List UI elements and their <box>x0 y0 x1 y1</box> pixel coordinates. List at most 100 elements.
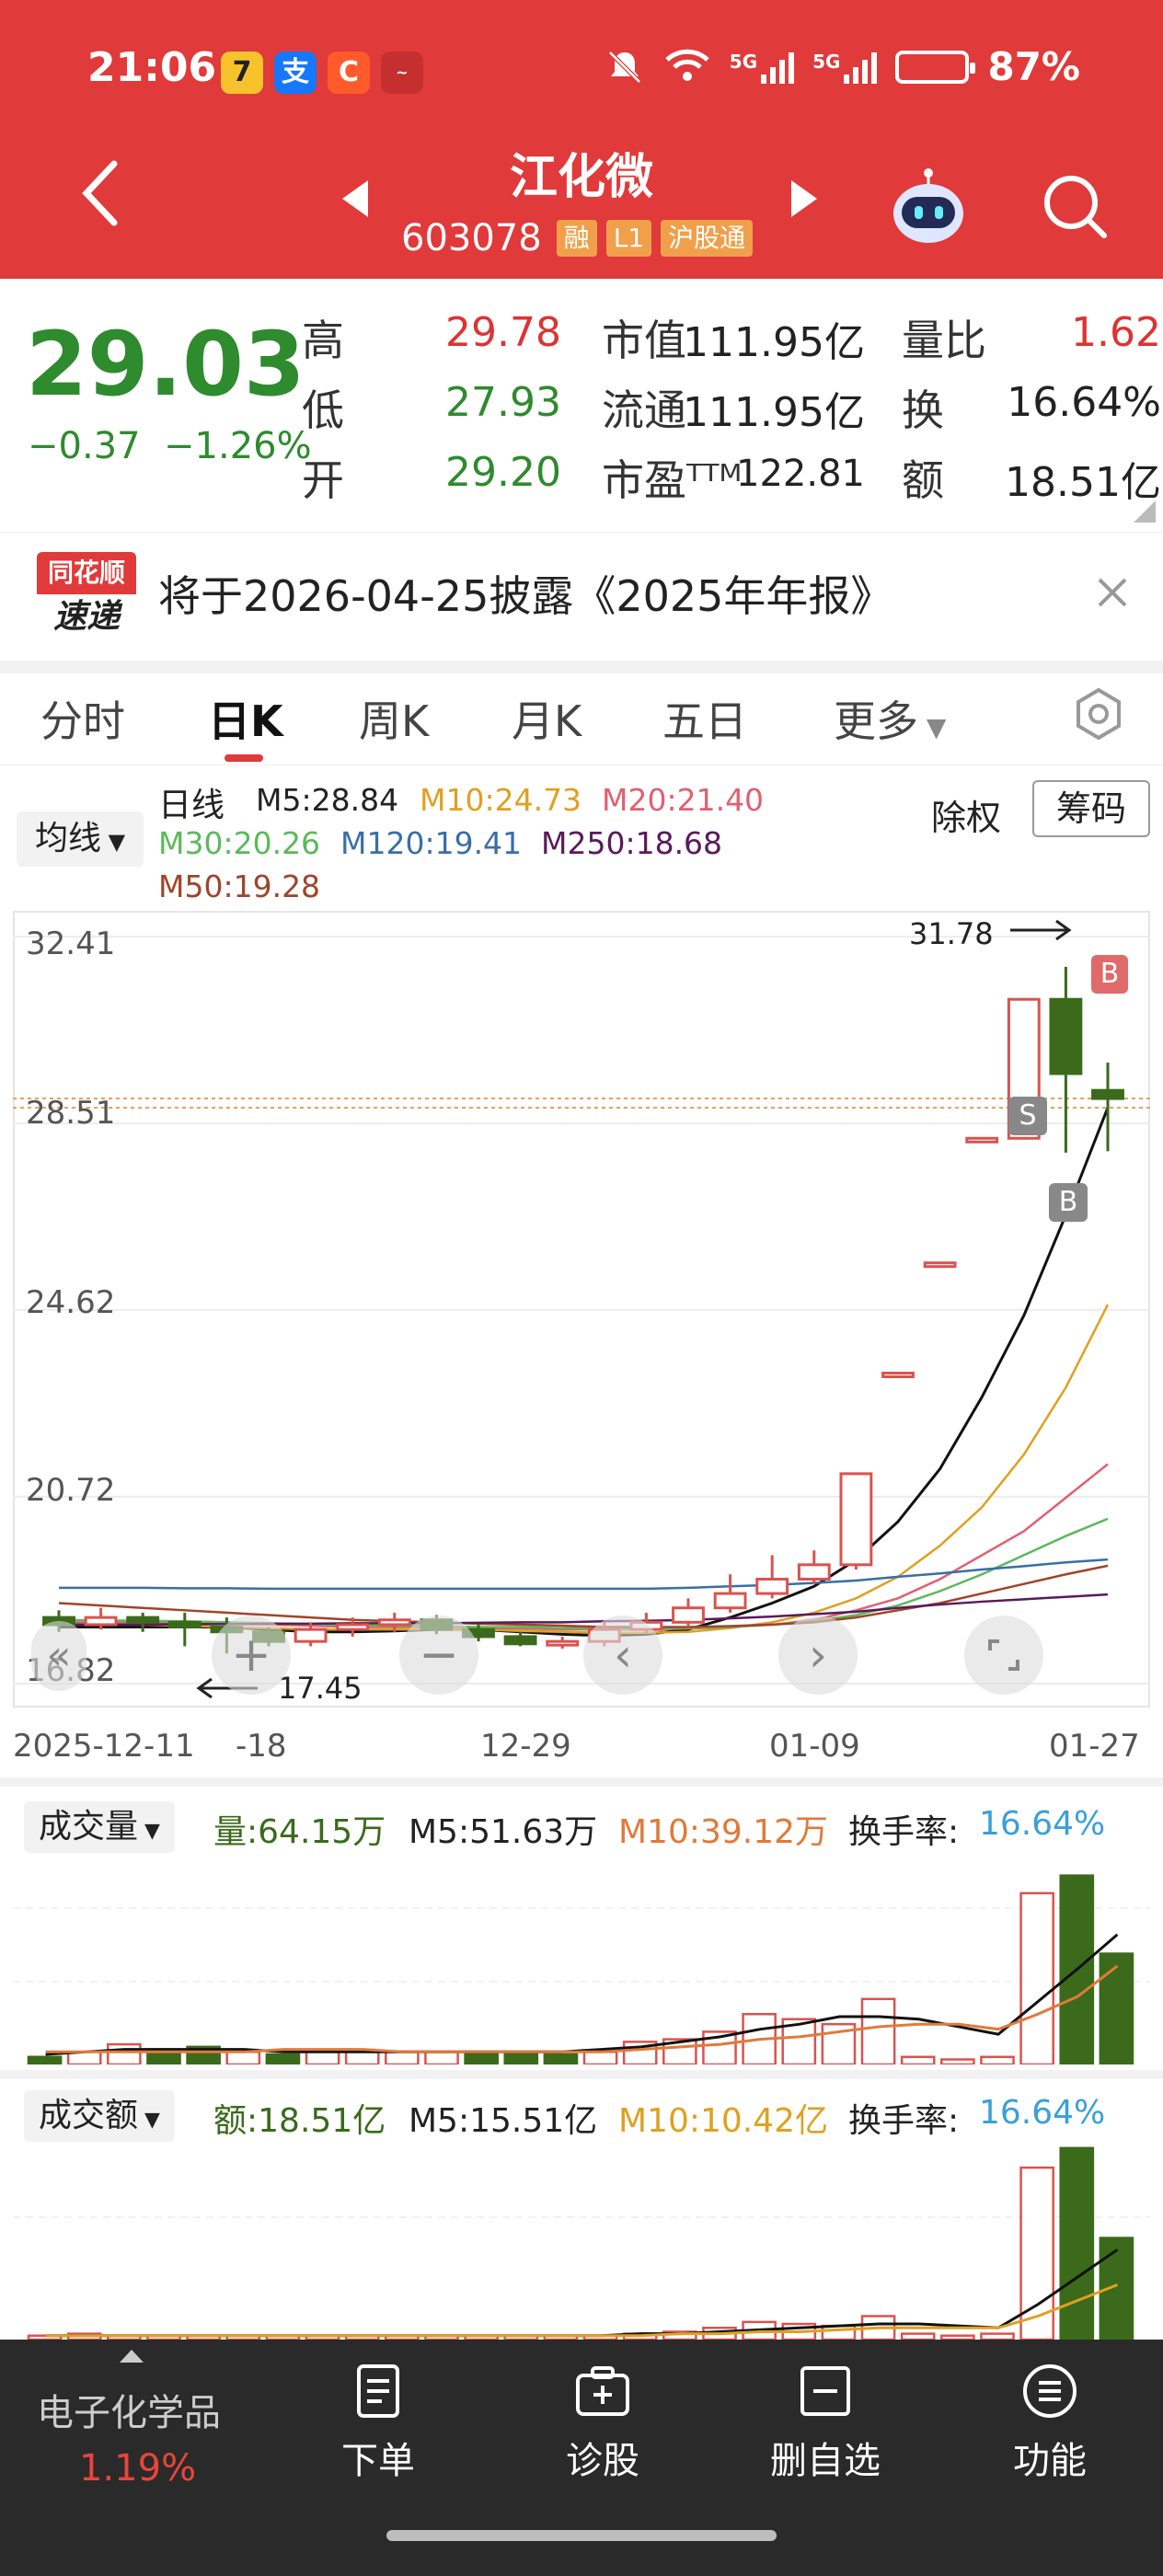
expand-up-icon[interactable] <box>118 2348 145 2364</box>
candle-body <box>294 1627 328 1643</box>
ma-line-ma10 <box>45 2283 1118 2338</box>
volume-m10: M10:39.12万 <box>618 1813 829 1851</box>
sell-marker: S <box>1008 1097 1047 1135</box>
diagnose-button[interactable]: 诊股 <box>534 2363 672 2484</box>
ma-m50: M50:19.28 <box>158 868 321 904</box>
quote-open: 29.20 <box>445 449 561 496</box>
home-indicator[interactable] <box>386 2530 777 2541</box>
volume-chart[interactable] <box>13 1862 1150 2064</box>
ex-rights-button[interactable]: 除权 <box>931 798 1002 838</box>
alipay-icon: 支 <box>274 52 317 94</box>
notice-bar[interactable] <box>0 532 1163 661</box>
menu-icon <box>1023 2364 1077 2418</box>
zoom-in-icon[interactable]: + <box>212 1616 291 1695</box>
x-tick-2: -18 <box>236 1728 287 1765</box>
bar <box>225 2051 261 2064</box>
zoom-out-icon[interactable]: − <box>399 1616 478 1695</box>
volume-value: 量:64.15万 <box>213 1813 386 1851</box>
signal-icon-2: 5G <box>812 51 878 84</box>
settings-icon[interactable] <box>1071 686 1126 742</box>
volume-selector[interactable]: 成交量 ▼ <box>24 1801 175 1853</box>
ma-line-m50 <box>58 1564 1109 1628</box>
pan-left-icon[interactable]: ‹ <box>583 1616 662 1695</box>
buy-marker-1: B <box>1049 1183 1088 1222</box>
bar <box>1099 2237 1134 2340</box>
quote-label-pe: 市盈ᵀᵀᴹ <box>602 455 743 505</box>
tab-daily-k[interactable]: 日K <box>208 696 283 746</box>
bar <box>503 2051 539 2064</box>
candle-body <box>1091 1088 1124 1100</box>
ma-period: 日线 <box>158 787 225 824</box>
period-tabs <box>0 672 1163 765</box>
amount-chart[interactable] <box>13 2134 1150 2340</box>
robot-assistant-icon[interactable] <box>887 166 970 248</box>
remove-icon <box>800 2366 850 2416</box>
notice-text[interactable]: 将于2026-04-25披露《2025年年报》 <box>158 571 893 621</box>
bar <box>385 2051 420 2064</box>
amount-value: 额:18.51亿 <box>213 2102 386 2140</box>
candle-body <box>503 1635 537 1646</box>
kline-ma-lines <box>58 1107 1110 1638</box>
rewind-icon[interactable]: « <box>31 1621 86 1691</box>
amount-selector[interactable]: 成交额 ▼ <box>24 2090 175 2142</box>
tab-monthly-k[interactable]: 月K <box>512 696 582 746</box>
status-right: 5G 5G 87% <box>605 44 1080 89</box>
battery-level: 87% <box>987 44 1080 89</box>
order-button[interactable]: 下单 <box>309 2363 447 2484</box>
candle-body <box>1049 997 1083 1075</box>
prev-stock-icon[interactable] <box>342 180 368 217</box>
amount-bars <box>27 2146 1134 2340</box>
quote-pe: 122.81 <box>736 453 865 495</box>
volume-ma-lines <box>45 1933 1119 2056</box>
ma-selector-button[interactable]: 均线 ▼ <box>17 811 144 867</box>
bar <box>1059 2146 1095 2340</box>
ma-line-ma10 <box>45 1964 1119 2053</box>
high-price-label: 31.78 <box>909 916 994 951</box>
fullscreen-icon[interactable] <box>964 1616 1043 1695</box>
volume-turnover: 16.64% <box>979 1805 1106 1843</box>
order-icon <box>357 2364 399 2418</box>
y-tick-1: 32.41 <box>26 926 116 962</box>
active-tab-indicator <box>225 754 263 762</box>
candle-body <box>881 1371 915 1378</box>
close-icon[interactable] <box>1090 570 1134 615</box>
quote-label-float: 流通 <box>602 385 686 435</box>
tab-more[interactable]: 更多 ▼ <box>834 696 947 746</box>
quote-vr: 1.62 <box>1071 309 1161 356</box>
search-icon[interactable] <box>1038 169 1111 243</box>
chip-distribution-button[interactable]: 筹码 <box>1032 780 1150 837</box>
candle-body <box>546 1639 580 1647</box>
stock-code-row: 603078 融 L1 沪股通 <box>401 217 754 259</box>
tab-weekly-k[interactable]: 周K <box>359 696 430 746</box>
divider <box>0 661 1163 673</box>
expand-corner-icon[interactable] <box>1134 500 1156 523</box>
amount-m5: M5:15.51亿 <box>409 2102 598 2140</box>
back-arrow-icon[interactable] <box>74 156 129 230</box>
amount-m10: M10:10.42亿 <box>618 2102 829 2140</box>
price-change: −0.37 −1.26% <box>28 425 312 467</box>
ma-m10: M10:24.73 <box>420 782 582 818</box>
x-tick-5: 01-27 <box>1049 1728 1140 1765</box>
quote-label-turnover: 换 <box>902 385 944 435</box>
remove-watchlist-button[interactable]: 删自选 <box>756 2363 894 2484</box>
ma-line-m120 <box>59 1558 1109 1591</box>
candle-body <box>167 1620 202 1629</box>
pan-right-icon[interactable]: › <box>778 1616 858 1695</box>
tab-five-day[interactable]: 五日 <box>662 696 747 746</box>
diagnose-icon <box>576 2366 629 2416</box>
next-stock-icon[interactable] <box>791 180 817 217</box>
sector-name[interactable]: 电子化学品 <box>37 2392 221 2434</box>
quote-panel <box>0 279 1163 527</box>
ma-line-ma5 <box>45 2248 1119 2338</box>
function-button[interactable]: 功能 <box>981 2363 1119 2484</box>
stock-name: 江化微 <box>509 150 653 205</box>
tab-intraday[interactable]: 分时 <box>40 696 125 746</box>
x-tick-1: 2025-12-11 <box>13 1728 195 1765</box>
signal-icon: 5G <box>730 51 795 84</box>
ma-line-m5 <box>59 1107 1110 1638</box>
candle-body <box>839 1472 873 1567</box>
bar <box>860 1997 896 2064</box>
wifi-icon <box>665 49 709 81</box>
quote-high: 29.78 <box>445 309 561 356</box>
kline-chart[interactable] <box>13 911 1150 1708</box>
